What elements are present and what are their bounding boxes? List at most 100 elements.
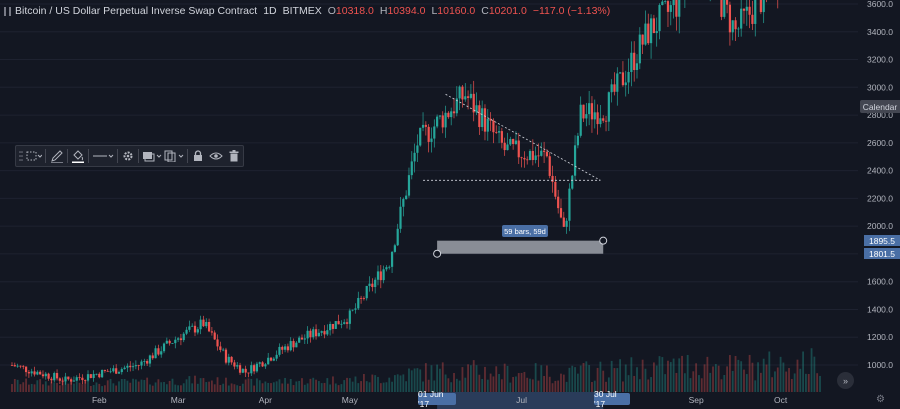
- candle-body: [720, 0, 723, 17]
- volume-bar: [439, 368, 441, 392]
- volume-bar: [247, 378, 250, 392]
- candlestick-series: [10, 0, 779, 386]
- clone-icon[interactable]: [163, 146, 185, 166]
- low-key: L: [431, 5, 438, 17]
- volume-bar: [616, 368, 619, 392]
- volume-bar: [745, 374, 748, 392]
- volume-bar: [320, 383, 323, 392]
- volume-bar: [126, 380, 129, 392]
- volume-bar: [25, 378, 27, 392]
- candle-body: [210, 331, 213, 333]
- candle-body: [509, 138, 512, 145]
- volume-bar: [422, 381, 424, 392]
- candle-body: [635, 63, 639, 71]
- candle-body: [559, 208, 563, 218]
- candle-body: [534, 155, 537, 160]
- interval-label[interactable]: 1D: [263, 5, 277, 17]
- candle-body: [112, 368, 115, 372]
- candle-body: [227, 356, 230, 363]
- candle-body: [261, 362, 264, 367]
- collapse-legend-icon[interactable]: [4, 6, 11, 16]
- drawing-toolbar: [15, 145, 244, 167]
- volume-bar: [278, 379, 281, 392]
- toolbar-separator: [138, 149, 140, 163]
- volume-bar: [776, 367, 779, 392]
- candle-body: [368, 283, 371, 286]
- candle-body: [390, 251, 394, 267]
- candle-body: [157, 348, 160, 355]
- candle-body: [734, 20, 737, 30]
- candle-body: [590, 103, 594, 120]
- fill-bucket-icon[interactable]: [70, 146, 86, 166]
- volume-bar: [788, 368, 790, 392]
- volume-bar: [546, 365, 548, 392]
- time-axis[interactable]: Feb Mar Apr May Jul Sep Oct: [92, 395, 788, 405]
- drag-handle-icon[interactable]: [16, 146, 25, 166]
- volume-bar: [571, 365, 574, 392]
- volume-bar: [225, 377, 227, 392]
- volume-bar: [284, 377, 286, 392]
- chart-settings-gear-icon[interactable]: ⚙: [876, 394, 885, 405]
- candle-body: [528, 151, 532, 160]
- price-axis-label: 1400.0: [867, 304, 893, 314]
- layers-icon[interactable]: [141, 146, 163, 166]
- candle-body: [253, 365, 256, 372]
- dotted-rect-icon[interactable]: [25, 146, 43, 166]
- candle-body: [115, 368, 118, 374]
- candle-body: [548, 156, 551, 176]
- price-axis-label: 3000.0: [867, 82, 893, 92]
- candle-body: [447, 112, 450, 118]
- volume-bar: [374, 375, 377, 392]
- time-axis-label: Sep: [689, 395, 704, 405]
- triangle-upper-trendline: [445, 93, 601, 181]
- volume-bar: [743, 369, 745, 392]
- candle-body: [424, 124, 427, 127]
- volume-bar: [363, 373, 365, 392]
- volume-bar: [543, 375, 545, 392]
- volume-bar: [393, 375, 396, 392]
- date-range-tooltip: 59 bars, 59d: [502, 225, 548, 237]
- volume-bar: [334, 383, 337, 392]
- candle-body: [627, 71, 630, 83]
- scroll-to-realtime-button[interactable]: »: [837, 372, 854, 389]
- volume-bar: [638, 379, 641, 392]
- calendar-button[interactable]: Calendar: [860, 100, 900, 113]
- candle-body: [258, 362, 261, 364]
- volume-bar: [312, 377, 315, 392]
- pencil-icon[interactable]: [48, 146, 64, 166]
- candle-body: [399, 206, 402, 229]
- volume-bar: [576, 373, 579, 392]
- candle-body: [182, 333, 185, 341]
- lock-icon[interactable]: [190, 146, 206, 166]
- candle-body: [652, 18, 655, 34]
- candle-body: [506, 144, 509, 151]
- eye-icon[interactable]: [206, 146, 224, 166]
- volume-bar: [689, 378, 692, 392]
- candle-body: [199, 319, 202, 330]
- volume-bar: [574, 367, 576, 392]
- volume-bar: [458, 380, 461, 392]
- trash-icon[interactable]: [225, 146, 243, 166]
- toolbar-separator: [66, 149, 68, 163]
- gear-icon[interactable]: [120, 146, 136, 166]
- volume-bar: [712, 366, 714, 392]
- volume-bar: [227, 385, 230, 392]
- volume-bar: [104, 385, 106, 392]
- symbol-name[interactable]: Bitcoin / US Dollar Perpetual Inverse Sw…: [15, 5, 258, 17]
- candle-body: [292, 341, 295, 348]
- line-style-icon[interactable]: [91, 146, 115, 166]
- volume-bar: [557, 380, 560, 392]
- candle-body: [582, 104, 585, 119]
- volume-bar: [807, 373, 810, 392]
- candle-body: [326, 330, 329, 335]
- price-axis[interactable]: 3600.0 3400.0 3200.0 3000.0 2800.0 2600.0 2400…: [867, 0, 893, 370]
- volume-bar: [346, 377, 348, 392]
- candle-body: [512, 138, 515, 144]
- volume-bar: [42, 384, 44, 392]
- volume-bar: [340, 384, 343, 392]
- chart-drawings[interactable]: [423, 93, 608, 258]
- volume-bar: [520, 372, 523, 392]
- candle-body: [354, 308, 357, 310]
- volume-bar: [360, 381, 363, 392]
